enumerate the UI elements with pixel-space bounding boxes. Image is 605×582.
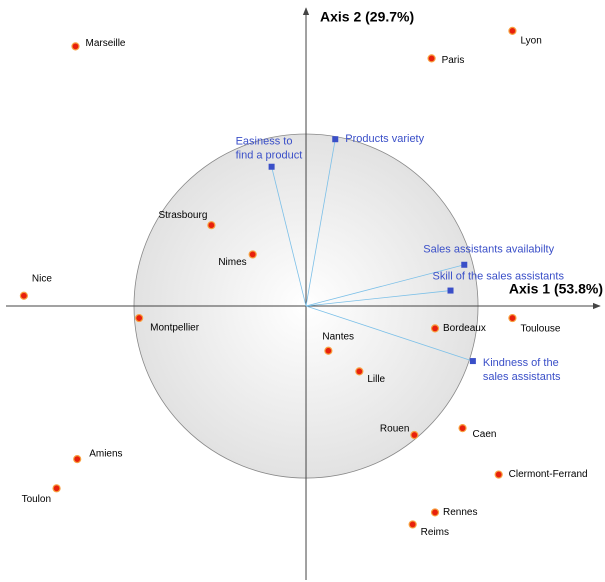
variable-point: [332, 136, 339, 143]
observation-label: Nimes: [218, 257, 246, 268]
observation-label: Lyon: [520, 36, 541, 47]
variable-point: [268, 163, 275, 170]
observation-label: Nice: [32, 273, 52, 284]
variable-label: Easiness to: [236, 136, 293, 148]
observation-label: Caen: [473, 429, 497, 440]
observation-label: Toulouse: [520, 324, 560, 335]
observation-point: [324, 346, 333, 355]
x-axis-label: Axis 1 (53.8%): [509, 281, 603, 297]
observation-label: Clermont-Ferrand: [509, 469, 588, 480]
variable-label: Skill of the sales assistants: [433, 270, 565, 282]
observation-point: [73, 454, 82, 464]
y-axis-label: Axis 2 (29.7%): [320, 9, 414, 25]
observation-label: Amiens: [89, 449, 122, 460]
variable-label: find a product: [236, 150, 303, 162]
variable-vector: [305, 139, 336, 307]
observation-label: Bordeaux: [443, 323, 486, 334]
observation-point: [355, 367, 364, 376]
observation-point: [410, 430, 419, 440]
observation-label: Paris: [442, 55, 465, 66]
observation-label: Marseille: [85, 38, 125, 49]
variable-point: [447, 287, 454, 294]
variable-vector: [305, 264, 465, 307]
variable-label: Kindness of the: [483, 357, 559, 369]
observation-point: [52, 484, 61, 493]
variable-label: Sales assistants availabilty: [423, 244, 554, 256]
observation-point: [430, 508, 440, 517]
observation-point: [408, 520, 417, 529]
observation-point: [494, 470, 503, 479]
observation-point: [135, 313, 144, 323]
observation-point: [207, 221, 216, 230]
variable-label: Products variety: [345, 133, 424, 145]
observation-point: [508, 313, 517, 323]
observation-point: [248, 250, 257, 259]
variable-point: [469, 358, 476, 365]
variable-point: [461, 261, 468, 268]
observation-label: Toulon: [22, 494, 51, 505]
variable-vector: [305, 290, 451, 307]
observation-point: [19, 291, 28, 300]
observation-point: [430, 324, 440, 333]
observation-label: Montpellier: [150, 323, 200, 334]
observation-label: Nantes: [322, 331, 354, 342]
observation-label: Rouen: [380, 424, 409, 435]
observation-label: Reims: [421, 527, 449, 538]
variable-vector: [305, 305, 473, 362]
observation-point: [71, 42, 80, 51]
observation-label: Rennes: [443, 507, 477, 518]
observation-label: Strasbourg: [158, 210, 207, 221]
observation-point: [427, 54, 436, 63]
observation-point: [508, 26, 517, 35]
variable-label: sales assistants: [483, 371, 561, 383]
variable-vector: [271, 166, 307, 307]
observation-point: [458, 424, 467, 433]
observation-label: Lille: [367, 374, 385, 385]
